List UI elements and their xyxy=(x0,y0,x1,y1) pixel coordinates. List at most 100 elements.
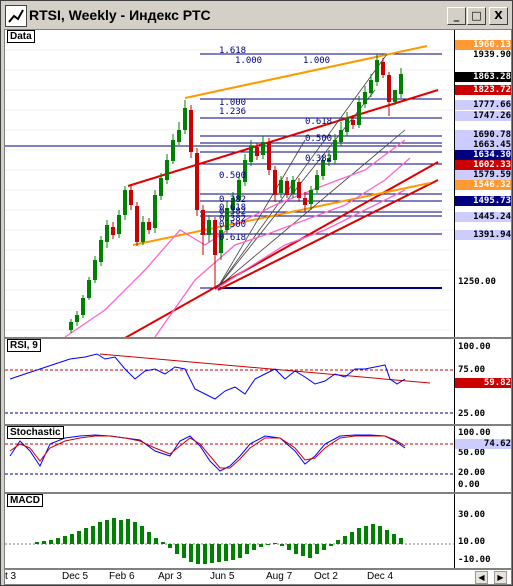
macd-bar xyxy=(329,544,333,546)
price-level-tag: 1546.32 xyxy=(455,180,511,190)
macd-bar xyxy=(315,544,319,554)
macd-bar xyxy=(385,530,389,544)
candle-body xyxy=(393,90,397,102)
scroll-right-icon[interactable]: ▶ xyxy=(494,571,507,584)
macd-bar xyxy=(294,544,298,554)
candle-body xyxy=(111,227,115,235)
candle-body xyxy=(297,182,301,198)
macd-chart-canvas[interactable] xyxy=(5,494,454,568)
macd-bar xyxy=(322,544,326,550)
rsi-trend-line xyxy=(99,353,431,384)
rsi-value-tag: 59.82 xyxy=(455,378,511,388)
stochastic-tick-label: 20.00 xyxy=(458,468,486,478)
fibonacci-label: 0.618 xyxy=(305,117,332,127)
time-axis-label: Oct 2 xyxy=(314,571,338,582)
candle-body xyxy=(105,225,109,242)
stochastic-panel[interactable]: Stochastic 100.00 50.00 20.00 0.00 74.62 xyxy=(4,425,512,493)
candle-body xyxy=(183,108,187,130)
candle-body xyxy=(249,146,253,162)
candle-body xyxy=(315,175,319,190)
scroll-left-icon[interactable]: ◀ xyxy=(475,571,488,584)
macd-bar xyxy=(119,520,123,544)
candle-body xyxy=(255,147,259,156)
candle-body xyxy=(291,180,295,194)
macd-panel-label: MACD xyxy=(7,494,43,507)
time-axis-label: Aug 7 xyxy=(266,571,293,582)
fibonacci-label: 1.000 xyxy=(235,56,262,66)
price-level-tag: 1747.26 xyxy=(455,111,511,121)
macd-bar xyxy=(91,526,95,544)
candle-body xyxy=(135,206,139,242)
minimize-button[interactable]: _ xyxy=(447,7,466,25)
candle-body xyxy=(321,160,325,176)
stochastic-tick-label: 100.00 xyxy=(458,428,491,438)
candle-body xyxy=(237,180,241,200)
candle-body xyxy=(75,315,79,322)
macd-bar xyxy=(217,544,221,562)
candle-body xyxy=(69,322,73,330)
price-level-tag: 1690.78 xyxy=(455,130,511,140)
rsi-tick-label: 75.00 xyxy=(458,365,486,375)
candle-body xyxy=(189,110,193,152)
macd-bar xyxy=(280,544,284,546)
moving-average-line xyxy=(154,157,411,337)
macd-bar xyxy=(133,522,137,544)
macd-tick-label: 10.00 xyxy=(458,537,486,547)
macd-bar xyxy=(49,540,53,544)
macd-bar xyxy=(371,524,375,544)
candle-body xyxy=(159,178,163,196)
macd-bar xyxy=(350,532,354,544)
macd-bar xyxy=(63,536,67,544)
macd-bar xyxy=(301,544,305,556)
macd-bar xyxy=(189,544,193,562)
fan-line xyxy=(217,89,376,288)
macd-bar xyxy=(182,544,186,558)
macd-bar xyxy=(126,519,130,544)
candle-body xyxy=(387,75,391,102)
stochastic-panel-label: Stochastic xyxy=(7,426,64,439)
price-level-tag: 1663.45 xyxy=(455,140,511,150)
macd-bar xyxy=(105,520,109,544)
macd-bar xyxy=(154,538,158,544)
rsi-chart-canvas[interactable] xyxy=(5,339,454,424)
price-level-tag: 1823.72 xyxy=(455,85,511,95)
candle-body xyxy=(345,118,349,132)
candle-body xyxy=(141,222,145,242)
price-level-tag: 1579.59 xyxy=(455,170,511,180)
macd-bar xyxy=(231,544,235,560)
time-axis-label: Feb 6 xyxy=(109,571,135,582)
macd-bar xyxy=(196,544,200,564)
time-axis: t 3 Dec 5 Feb 6 Apr 3 Jun 5 Aug 7 Oct 2 Dec 4 xyxy=(4,569,512,585)
macd-panel[interactable]: MACD 30.00 10.00 -10.00 xyxy=(4,493,512,569)
stochastic-chart-canvas[interactable] xyxy=(5,426,454,492)
price-panel[interactable]: 1.000 1.000 1.000 0.618 0.500 0.382 0.500 0.382… xyxy=(4,29,512,338)
candle-body xyxy=(285,181,289,195)
title-bar[interactable]: RTSI, Weekly - Индекс РТС _ □ X xyxy=(3,3,510,28)
candle-body xyxy=(333,140,337,160)
macd-bar xyxy=(238,544,242,558)
macd-bar xyxy=(112,518,116,544)
maximize-button[interactable]: □ xyxy=(467,7,486,25)
price-chart-canvas[interactable]: 1.000 1.0001.0000.6180.5000.3820.5000.382… xyxy=(5,30,454,337)
rsi-tick-label: 100.00 xyxy=(458,342,491,352)
macd-bar xyxy=(35,542,39,544)
macd-bar xyxy=(266,544,270,545)
stochastic-axis: 100.00 50.00 20.00 0.00 74.62 xyxy=(454,426,511,492)
candle-body xyxy=(309,190,313,204)
time-axis-label: Dec 4 xyxy=(367,571,394,582)
orange-channel-lower xyxy=(132,182,431,246)
trend-line xyxy=(217,179,439,291)
candle-body xyxy=(357,102,361,125)
candle-body xyxy=(219,230,223,253)
candle-body xyxy=(375,60,379,82)
candle-body xyxy=(273,170,277,195)
macd-bar xyxy=(252,544,256,550)
candle-body xyxy=(93,260,97,280)
fibonacci-label: 0.618 xyxy=(219,203,246,213)
macd-bar xyxy=(70,534,74,544)
candle-body xyxy=(177,130,181,142)
price-level-tag: 1634.30 xyxy=(455,150,511,160)
rsi-panel-label: RSI, 9 xyxy=(7,339,41,352)
rsi-panel[interactable]: RSI, 9 100.00 75.00 25.00 59.82 xyxy=(4,338,512,425)
close-button[interactable]: X xyxy=(489,7,508,25)
